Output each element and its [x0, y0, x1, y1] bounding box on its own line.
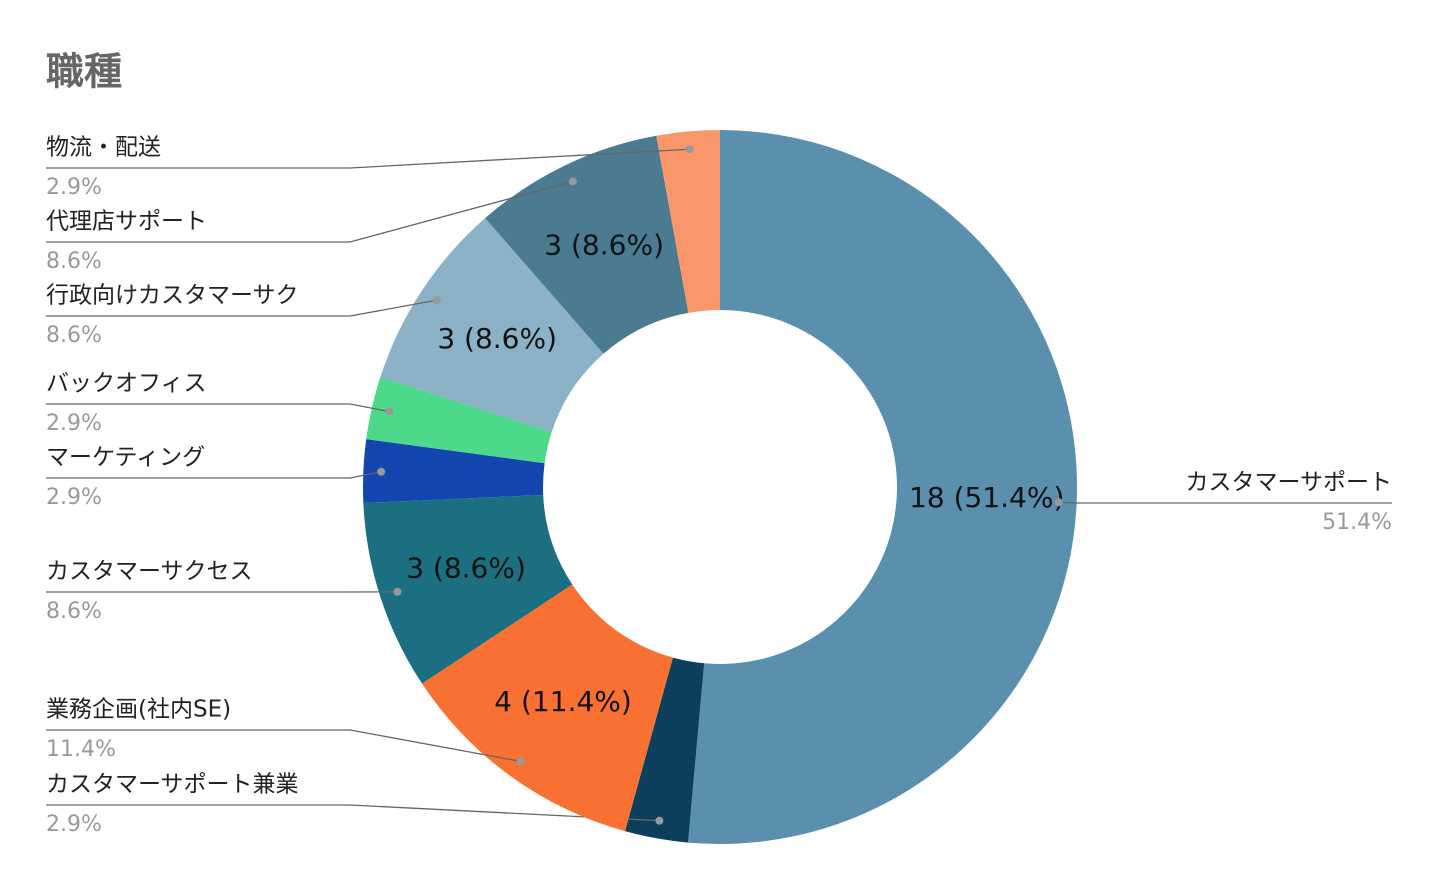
leader-line — [46, 299, 438, 317]
legend-percent: 8.6% — [46, 599, 102, 624]
legend-name: カスタマーサクセス — [46, 559, 253, 585]
legend-percent: 2.9% — [46, 812, 102, 837]
legend-name: 行政向けカスタマーサク — [46, 283, 299, 309]
leader-line — [46, 804, 660, 822]
legend-percent: 11.4% — [46, 737, 116, 762]
slice — [485, 135, 689, 354]
leader-dot — [516, 757, 525, 766]
slice-label: 4 (11.4%) — [494, 685, 632, 718]
leader-dot — [377, 467, 386, 476]
legend-name: 物流・配送 — [46, 135, 161, 161]
leader-line — [46, 148, 690, 169]
leader-dot — [655, 816, 664, 825]
legend-percent: 8.6% — [46, 323, 102, 348]
legend-percent: 51.4% — [1322, 510, 1392, 535]
leader-line — [46, 729, 521, 763]
legend-name: 代理店サポート — [46, 209, 207, 235]
slice-label: 3 (8.6%) — [544, 228, 664, 261]
leader-dot — [385, 407, 394, 416]
leader-dot — [568, 177, 577, 186]
leader-line — [46, 180, 574, 243]
legend-name: マーケティング — [46, 445, 205, 471]
legend-name: 業務企画(社内SE) — [46, 697, 231, 723]
leader-dot — [393, 587, 402, 596]
leader-dot — [432, 296, 441, 305]
legend-name: カスタマーサポート兼業 — [46, 772, 299, 798]
chart-title: 職種 — [46, 50, 122, 94]
legend-percent: 2.9% — [46, 411, 102, 436]
legend-percent: 2.9% — [46, 485, 102, 510]
slice — [687, 130, 1077, 844]
slice — [366, 376, 552, 464]
legend-name: バックオフィス — [46, 371, 207, 397]
leader-line — [46, 471, 382, 479]
slice — [380, 218, 604, 433]
slice — [422, 584, 673, 832]
leader-line — [46, 403, 390, 413]
slice — [656, 130, 720, 313]
legend-name: カスタマーサポート — [1185, 470, 1392, 496]
slice-label: 3 (8.6%) — [437, 322, 557, 355]
slice — [363, 494, 573, 684]
slice — [363, 439, 545, 504]
slice — [625, 657, 705, 843]
leader-line — [1058, 501, 1392, 504]
slice-label: 3 (8.6%) — [406, 552, 526, 585]
legend-percent: 8.6% — [46, 249, 102, 274]
leader-dot — [685, 145, 694, 154]
slice-label: 18 (51.4%) — [909, 481, 1064, 514]
legend-percent: 2.9% — [46, 175, 102, 200]
leader-dot — [1054, 498, 1063, 507]
